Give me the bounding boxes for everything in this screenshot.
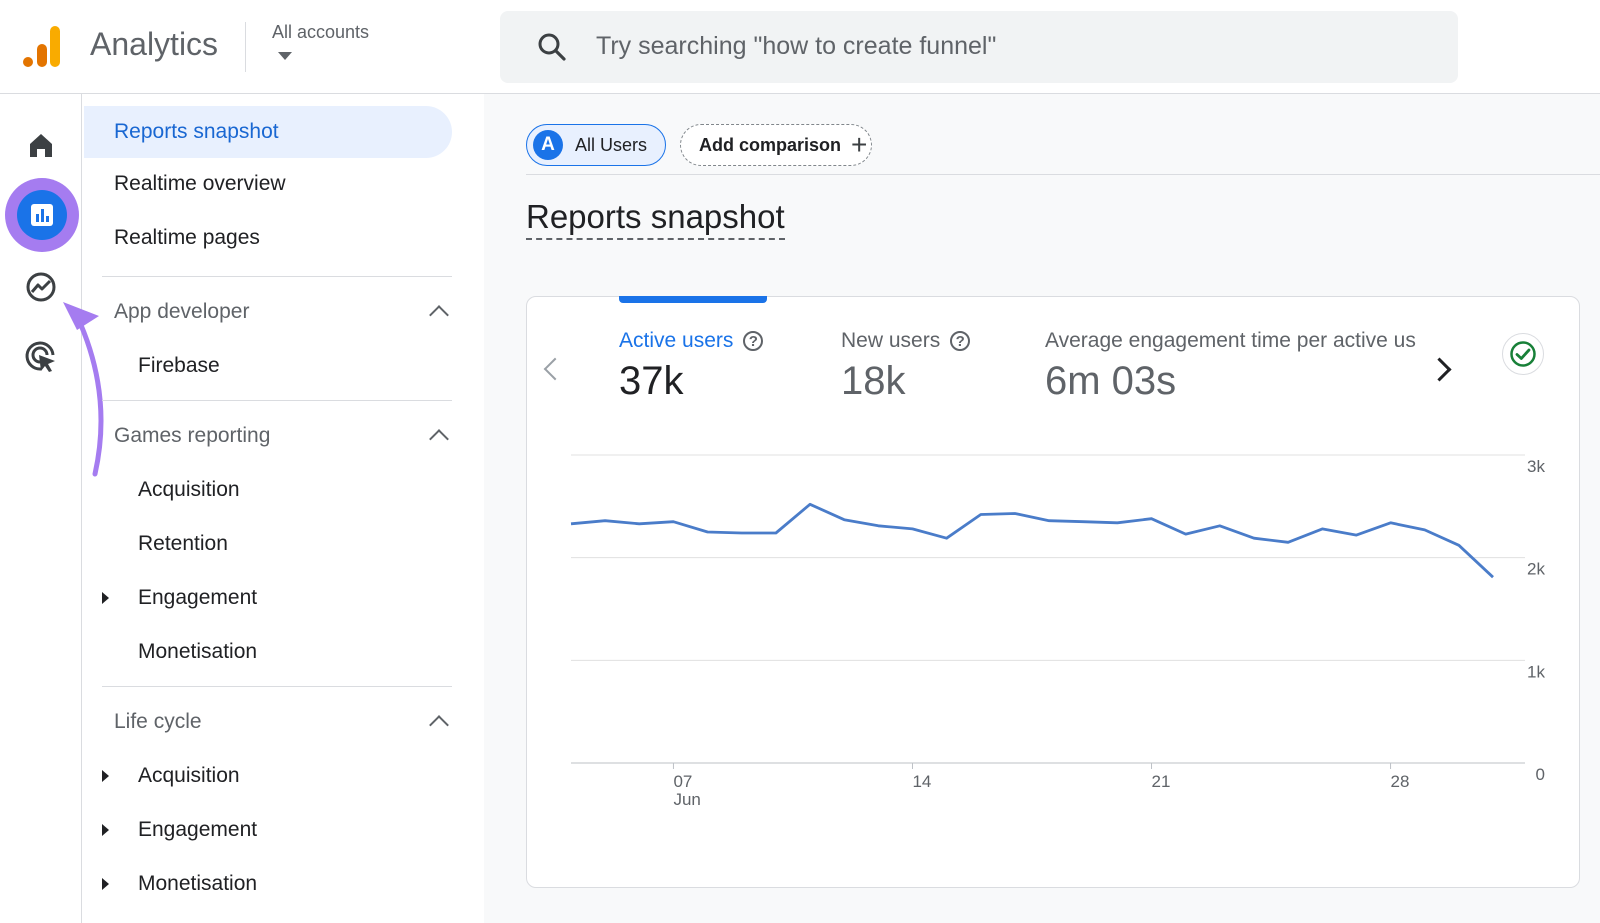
insights-status-badge[interactable] [1502,333,1544,375]
nav-life-acquisition[interactable]: Acquisition [84,750,444,802]
home-icon [30,134,52,157]
metric-label: New users [841,329,941,352]
metric-avg-engagement-time[interactable]: Average engagement time per active us 6m… [1045,329,1425,404]
home-button[interactable] [20,124,62,166]
x-tick-label: 14 [912,772,931,791]
advertising-button[interactable] [20,336,62,378]
explore-icon [26,272,56,302]
chevron-up-icon [429,429,449,449]
chevron-up-icon [429,715,449,735]
nav-label: Engagement [138,586,258,609]
analytics-logo-icon[interactable] [22,24,62,68]
search-icon[interactable] [536,31,568,63]
nav-firebase[interactable]: Firebase [84,340,220,392]
y-tick-label: 1k [1527,662,1545,681]
expand-arrow-icon[interactable] [102,878,109,890]
nav-rail [0,94,104,923]
caret-down-icon[interactable] [278,52,292,60]
nav-label: Monetisation [138,872,258,895]
expand-arrow-icon[interactable] [102,592,109,604]
metric-new-users[interactable]: New users? 18k [841,329,971,404]
nav-divider [102,686,452,687]
nav-label: Reports snapshot [114,120,279,143]
x-tick-label: 21 [1152,772,1171,791]
metric-label: Active users [619,329,734,352]
explore-button[interactable] [20,266,62,308]
section-label: App developer [114,300,250,323]
x-tick-sublabel: Jun [673,790,700,809]
nav-label: Engagement [138,818,258,841]
add-comparison-label: Add comparison [699,134,842,155]
x-tick-label: 28 [1391,772,1410,791]
nav-label: Realtime overview [114,172,286,195]
annotation-arrow-icon [63,302,104,477]
nav-label: Monetisation [138,640,258,663]
nav-realtime-overview[interactable]: Realtime overview [84,158,286,210]
top-bar: Analytics All accounts Try searching "ho… [0,0,1600,94]
nav-life-engagement[interactable]: Engagement [84,804,444,856]
section-app-developer[interactable]: App developer [114,286,454,338]
expand-arrow-icon[interactable] [102,770,109,782]
nav-realtime-pages[interactable]: Realtime pages [84,212,260,264]
section-label: Games reporting [114,424,271,447]
active-metric-indicator [619,296,767,303]
section-life-cycle[interactable]: Life cycle [114,696,454,748]
nav-label: Realtime pages [114,226,260,249]
main-content: A All Users Add comparison + Reports sna… [484,94,1600,923]
help-icon[interactable]: ? [743,331,764,351]
section-games-reporting[interactable]: Games reporting [114,410,454,462]
nav-games-monetisation[interactable]: Monetisation [84,626,257,678]
search-input[interactable]: Try searching "how to create funnel" [596,32,997,60]
series-line-active-users[interactable] [570,502,1494,579]
reports-button[interactable] [17,190,67,240]
nav-label: Firebase [138,354,220,377]
x-tick-label: 07 [673,772,692,791]
segment-label: All Users [575,134,648,155]
section-label: Life cycle [114,710,202,733]
page-title[interactable]: Reports snapshot [526,198,785,240]
nav-games-retention[interactable]: Retention [84,518,228,570]
segment-avatar: A [533,130,563,160]
metric-value: 18k [841,359,906,403]
main-divider [526,174,1600,175]
chevron-up-icon [429,305,449,325]
metric-active-users[interactable]: Active users? 37k [619,329,764,404]
nav-life-monetisation[interactable]: Monetisation [84,858,444,910]
expand-arrow-icon[interactable] [102,824,109,836]
nav-games-engagement[interactable]: Engagement [84,572,444,624]
add-comparison-button[interactable]: Add comparison + [680,124,872,166]
header-divider [245,22,246,72]
nav-label: Acquisition [138,764,240,787]
nav-reports-snapshot[interactable]: Reports snapshot [84,106,452,158]
reports-nav-panel: Reports snapshot Realtime overview Realt… [84,94,484,923]
search-bar[interactable]: Try searching "how to create funnel" [500,11,1458,83]
metrics-card: Active users? 37k New users? 18k Average… [526,296,1580,888]
advertising-icon [25,341,55,372]
app-title: Analytics [90,26,219,62]
y-tick-label: 2k [1527,560,1545,579]
nav-games-acquisition[interactable]: Acquisition [84,464,240,516]
reports-icon [31,204,53,226]
y-tick-label: 3k [1527,457,1545,476]
nav-label: Retention [138,532,228,555]
account-selector[interactable]: All accounts [272,22,370,42]
metric-value: 37k [619,359,684,403]
help-icon[interactable]: ? [950,331,971,351]
y-tick-label: 0 [1536,765,1545,784]
metric-value: 6m 03s [1045,359,1177,403]
check-circle-icon [1510,341,1536,367]
segment-chip-all-users[interactable]: A All Users [526,124,666,166]
metric-label: Average engagement time per active us [1045,329,1416,352]
nav-divider [102,400,452,401]
plus-icon: + [851,129,868,160]
nav-divider [102,276,452,277]
nav-label: Acquisition [138,478,240,501]
